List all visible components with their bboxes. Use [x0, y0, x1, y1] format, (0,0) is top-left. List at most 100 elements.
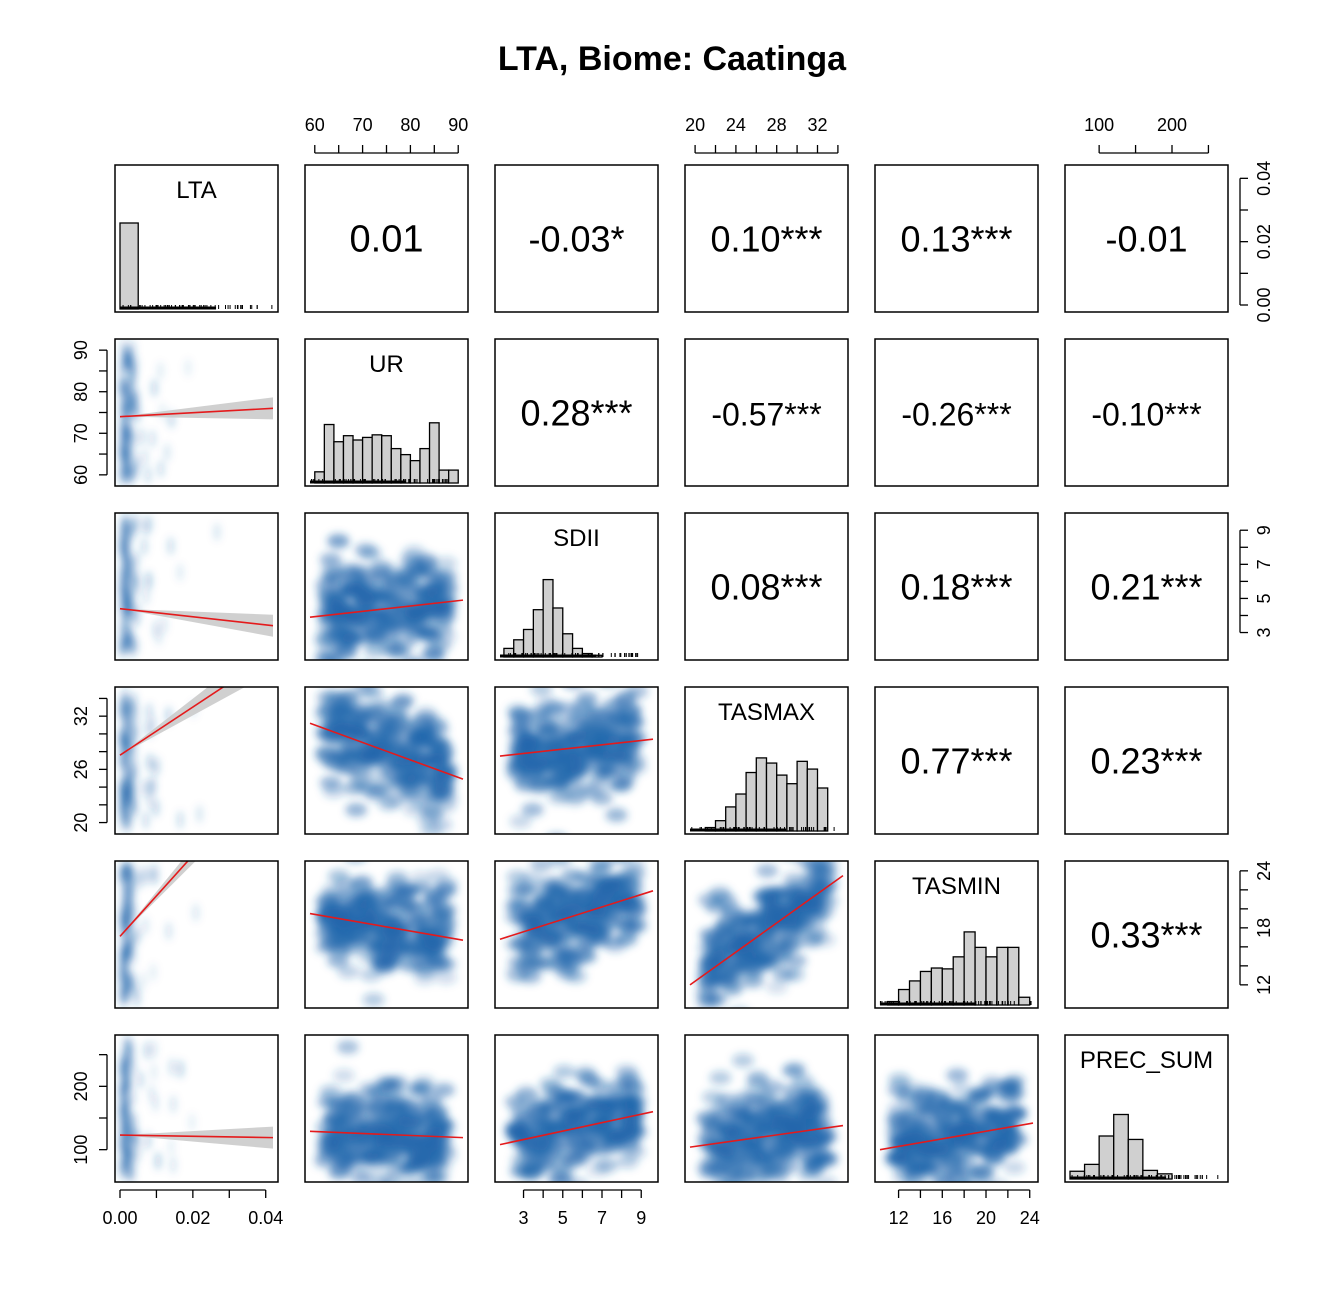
panel-lta-tasmin: 0.13***	[874, 164, 1039, 313]
density-blob	[134, 925, 141, 944]
density-blob	[614, 1064, 637, 1079]
tick-label: 0.02	[1254, 224, 1274, 259]
tick-label: 0.00	[1254, 287, 1274, 322]
density-blob	[124, 944, 131, 963]
density-cloud	[119, 513, 220, 659]
panel-ur-prec-sum: -0.10***	[1064, 338, 1229, 487]
tick-label: 3	[519, 1208, 529, 1228]
density-blob	[131, 729, 138, 748]
tick-label: 70	[71, 423, 91, 443]
density-blob	[768, 1101, 791, 1116]
density-cloud	[314, 861, 458, 1007]
density-blob	[345, 802, 368, 817]
density-blob	[146, 753, 153, 772]
density-blob	[772, 1188, 794, 1202]
panel-sdii-sdii: SDII	[494, 512, 659, 661]
y-axis-left-tasmax: 20 26 32	[71, 697, 108, 833]
fit-layer	[689, 874, 844, 986]
panel-frame	[684, 1034, 849, 1183]
density-blob	[946, 1165, 969, 1180]
panel-frame	[684, 860, 849, 1009]
density-blob	[566, 1177, 588, 1182]
tick-label: 7	[1254, 559, 1274, 569]
tick-label: 60	[71, 465, 91, 485]
tick-label: 12	[1254, 975, 1274, 995]
density-blob	[567, 920, 590, 935]
y-axis-right-lta: 0.00 0.02 0.04	[1239, 161, 1274, 323]
density-blob	[813, 932, 836, 947]
density-blob	[341, 631, 364, 646]
density-blob	[787, 861, 795, 862]
density-cloud	[314, 687, 459, 834]
histogram-bar	[765, 762, 778, 832]
density-blob	[144, 1041, 151, 1060]
density-blob	[121, 447, 128, 466]
density-blob	[185, 358, 192, 377]
density-blob	[752, 1186, 774, 1200]
tick-label: 70	[353, 115, 373, 135]
density-blob	[938, 1119, 961, 1134]
histogram-bar	[735, 793, 747, 832]
panel-lta-prec-sum: -0.01	[1064, 164, 1229, 313]
density-blob	[697, 940, 720, 955]
panel-frame	[684, 164, 849, 313]
density-blob	[514, 1122, 537, 1137]
density-blob	[435, 556, 458, 571]
panel-prec-sum-ur	[304, 1034, 469, 1183]
density-blob	[125, 352, 132, 371]
panel-sdii-ur	[304, 512, 469, 661]
density-blob	[314, 651, 337, 660]
panel-frame	[874, 338, 1039, 487]
density-blob	[520, 872, 543, 887]
density-blob	[389, 591, 412, 606]
density-blob	[559, 1115, 582, 1130]
histogram-bar	[806, 768, 819, 832]
density-blob	[141, 537, 148, 556]
fit-layer	[119, 397, 274, 420]
tick-label: 3	[1254, 628, 1274, 638]
density-blob	[337, 964, 360, 979]
histogram-bar	[745, 771, 757, 832]
histogram-bar	[361, 436, 373, 484]
density-cloud	[694, 861, 839, 1008]
density-cloud	[884, 1068, 1028, 1182]
density-blob	[402, 802, 425, 817]
panel-prec-sum-lta	[114, 1034, 279, 1183]
panel-sdii-tasmin: 0.18***	[874, 512, 1039, 661]
panel-ur-lta	[114, 338, 279, 487]
density-blob	[325, 625, 348, 640]
density-blob	[519, 943, 542, 958]
density-blob	[552, 1162, 575, 1177]
density-blob	[781, 1063, 804, 1078]
density-blob	[579, 1073, 602, 1088]
tick-label: 100	[1084, 115, 1114, 135]
tick-label: 9	[636, 1208, 646, 1228]
density-blob	[800, 902, 823, 917]
density-blob	[148, 1084, 155, 1103]
density-blob	[599, 745, 622, 760]
density-blob	[535, 753, 558, 768]
density-blob	[326, 714, 349, 729]
density-blob	[548, 774, 571, 789]
histogram-bar	[1018, 996, 1031, 1006]
histogram-bar	[119, 222, 139, 310]
density-blob	[367, 939, 390, 954]
density-blob	[623, 902, 646, 917]
density-blob	[138, 427, 145, 446]
panel-frame	[874, 686, 1039, 835]
density-blob	[423, 952, 446, 967]
density-blob	[564, 969, 587, 984]
density-blob	[314, 1153, 337, 1168]
density-blob	[554, 947, 577, 962]
regression-line	[119, 687, 225, 756]
density-blob	[126, 778, 133, 797]
density-blob	[165, 922, 172, 941]
panel-prec-sum-tasmax	[684, 1034, 849, 1202]
regression-line	[309, 912, 464, 941]
density-blob	[580, 746, 603, 761]
density-blob	[353, 584, 376, 599]
density-blob	[772, 967, 795, 982]
histogram-bar	[438, 469, 450, 484]
density-blob	[362, 992, 385, 1007]
panel-tasmax-tasmin: 0.77***	[874, 686, 1039, 835]
